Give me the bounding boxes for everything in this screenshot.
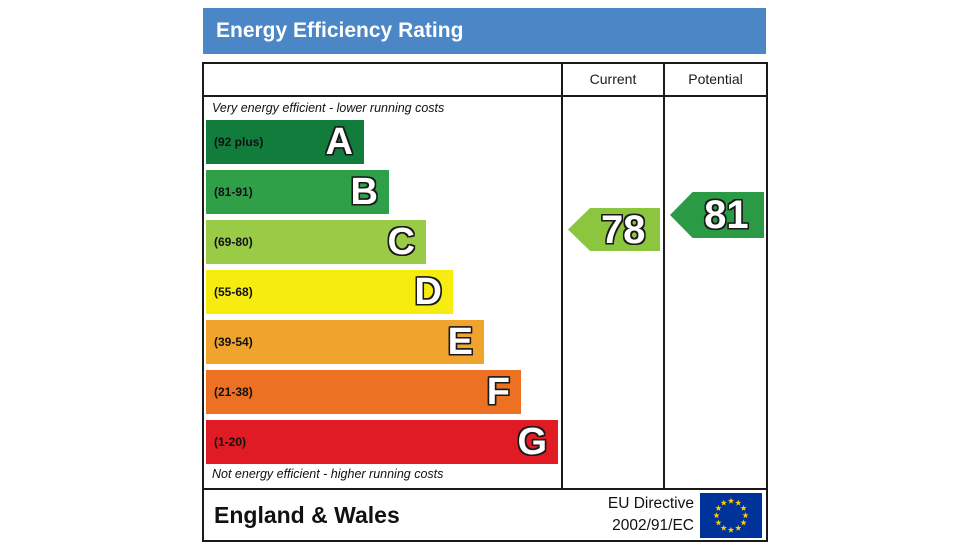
header-divider-line <box>204 95 766 97</box>
caption-very-efficient: Very energy efficient - lower running co… <box>212 101 445 115</box>
band-letter: F <box>486 371 510 413</box>
footer-row: England & Wales EU Directive 2002/91/EC <box>204 488 766 540</box>
band-letter: D <box>414 271 442 313</box>
potential-column-divider <box>663 64 665 488</box>
band-letter: A <box>325 121 353 163</box>
current-arrow: 78 <box>568 208 660 251</box>
current-rating-value: 78 <box>600 207 646 252</box>
eu-directive-line1: EU Directive <box>607 495 694 512</box>
caption-not-efficient: Not energy efficient - higher running co… <box>212 467 444 481</box>
band-range-label: (39-54) <box>214 335 253 349</box>
eu-directive-text: EU Directive 2002/91/EC <box>608 493 694 537</box>
current-column-header: Current <box>589 71 637 87</box>
rating-band-c: (69-80) C <box>206 220 426 264</box>
rating-band-b: (81-91) B <box>206 170 389 214</box>
rating-table: Current Potential Very energy efficient … <box>202 62 768 542</box>
potential-column-header: Potential <box>688 71 743 87</box>
rating-band-d: (55-68) D <box>206 270 453 314</box>
eu-directive-line2: 2002/91/EC <box>612 517 694 534</box>
band-range-label: (92 plus) <box>214 135 264 149</box>
band-range-label: (21-38) <box>214 385 253 399</box>
eu-flag-icon <box>700 493 762 538</box>
potential-arrow: 81 <box>670 192 764 238</box>
chart-title-bar: Energy Efficiency Rating <box>203 8 766 54</box>
region-label: England & Wales <box>214 502 400 528</box>
chart-title: Energy Efficiency Rating <box>216 19 464 42</box>
band-range-label: (1-20) <box>214 435 247 449</box>
band-letter: B <box>350 171 378 213</box>
band-letter: C <box>387 221 415 263</box>
rating-band-g: (1-20) G <box>206 420 558 464</box>
rating-band-f: (21-38) F <box>206 370 521 414</box>
rating-band-e: (39-54) E <box>206 320 484 364</box>
band-letter: E <box>447 321 473 363</box>
band-range-label: (81-91) <box>214 185 253 199</box>
band-letter: G <box>517 421 547 463</box>
current-column-divider <box>561 64 563 488</box>
band-range-label: (69-80) <box>214 235 253 249</box>
band-range-label: (55-68) <box>214 285 253 299</box>
potential-rating-value: 81 <box>704 193 749 237</box>
rating-band-a: (92 plus) A <box>206 120 364 164</box>
